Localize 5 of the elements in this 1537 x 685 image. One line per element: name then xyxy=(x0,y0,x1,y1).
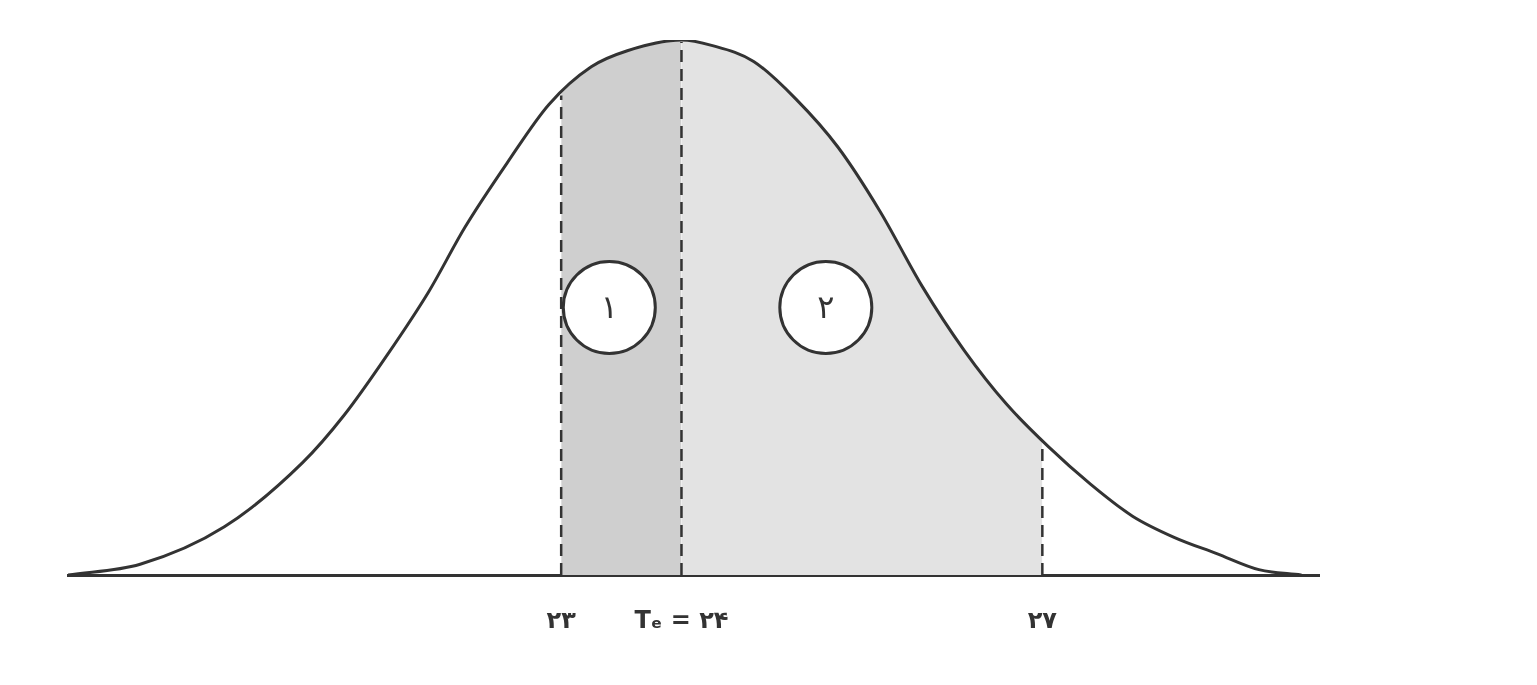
x-tick-label: ۲۷ xyxy=(1027,605,1058,634)
x-tick-label: Tₑ = ۲۴ xyxy=(634,605,729,634)
x-tick-label: ۲۳ xyxy=(546,605,577,634)
annotation: ۱ xyxy=(600,287,618,326)
annotation: ۲ xyxy=(817,287,835,326)
